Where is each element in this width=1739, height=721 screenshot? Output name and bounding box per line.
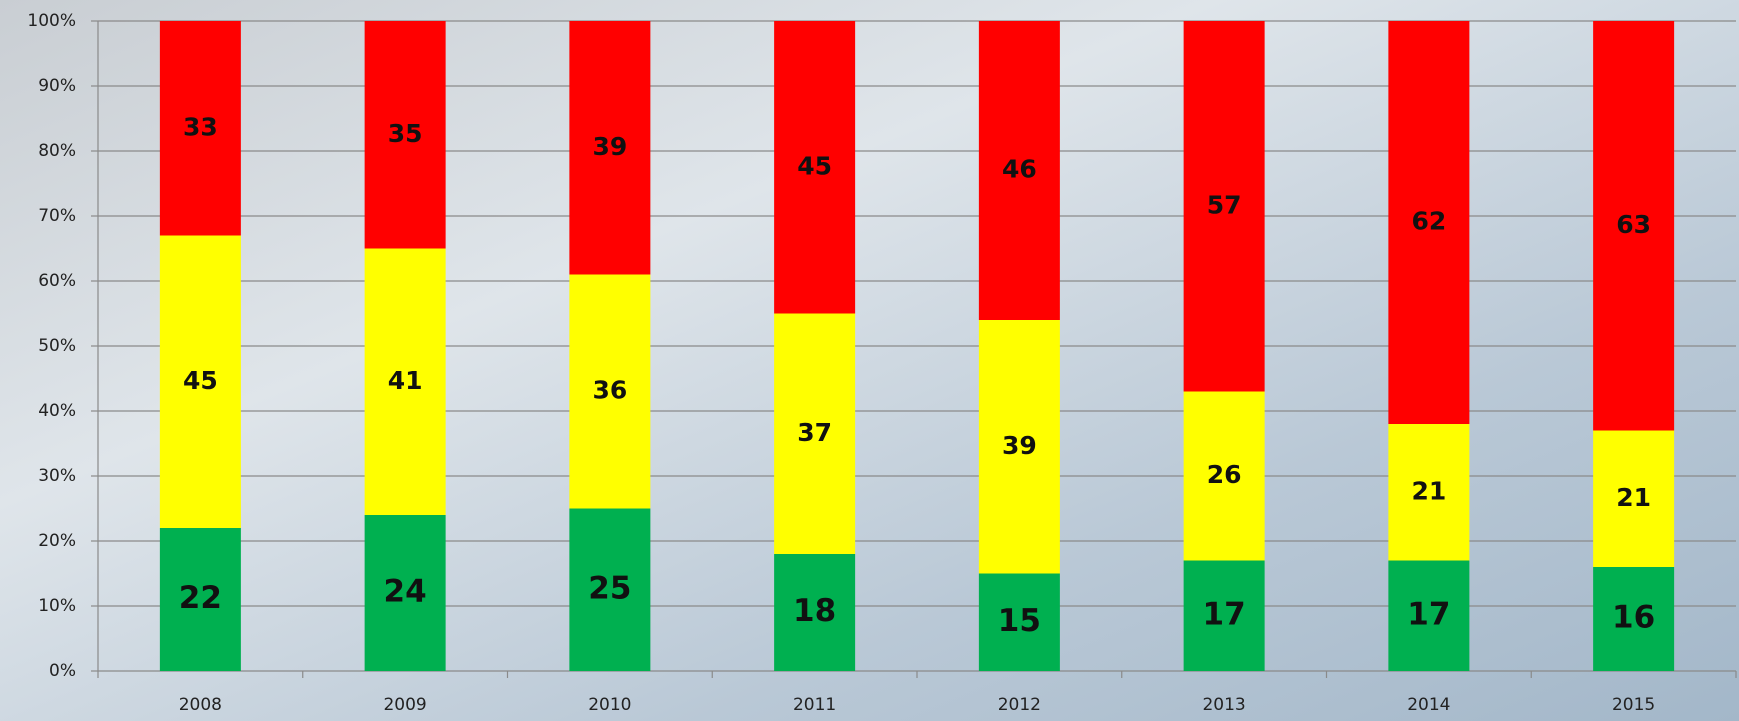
- data-label: 41: [388, 366, 423, 395]
- bar-segment: [978, 21, 1060, 320]
- data-label: 17: [1407, 596, 1450, 632]
- data-label: 33: [183, 112, 218, 141]
- bar-segment: [159, 21, 241, 236]
- bar-segment: [774, 313, 856, 554]
- x-tick-label: 2012: [998, 695, 1041, 715]
- y-tick-label: 50%: [38, 336, 76, 356]
- bar-segment: [1593, 430, 1675, 567]
- bar-segment: [364, 21, 446, 249]
- bar-segment: [1183, 391, 1265, 561]
- y-tick-label: 40%: [38, 401, 76, 421]
- data-label: 21: [1411, 476, 1446, 505]
- data-label: 37: [797, 418, 832, 447]
- data-label: 36: [592, 376, 627, 405]
- x-tick-label: 2009: [383, 695, 426, 715]
- data-label: 24: [384, 574, 427, 610]
- y-tick-label: 30%: [38, 466, 76, 486]
- y-tick-label: 90%: [38, 76, 76, 96]
- bar-segment: [978, 573, 1060, 671]
- data-label: 17: [1203, 596, 1246, 632]
- x-tick-label: 2014: [1407, 695, 1450, 715]
- data-label: 45: [797, 151, 832, 180]
- data-label: 18: [793, 593, 836, 629]
- x-tick-label: 2008: [179, 695, 222, 715]
- data-label: 45: [183, 366, 218, 395]
- x-tick-label: 2011: [793, 695, 836, 715]
- y-tick-label: 60%: [38, 271, 76, 291]
- data-label: 39: [1002, 431, 1037, 460]
- data-label: 26: [1207, 460, 1242, 489]
- bar-segment: [774, 21, 856, 314]
- bar-segment: [159, 235, 241, 528]
- data-label: 63: [1616, 210, 1651, 239]
- y-tick-label: 100%: [27, 11, 76, 31]
- bar-segment: [1593, 21, 1675, 431]
- data-label: 22: [179, 580, 222, 616]
- bar-segment: [569, 274, 651, 509]
- bar-segment: [569, 508, 651, 671]
- data-label: 62: [1411, 207, 1446, 236]
- bar-segment: [364, 515, 446, 671]
- y-tick-label: 20%: [38, 531, 76, 551]
- bar-segment: [569, 21, 651, 275]
- bar-segment: [364, 248, 446, 515]
- bar-segment: [774, 554, 856, 671]
- data-label: 57: [1207, 190, 1242, 219]
- x-tick-label: 2013: [1202, 695, 1245, 715]
- data-label: 46: [1002, 155, 1037, 184]
- y-tick-label: 0%: [49, 661, 76, 681]
- bar-segment: [1388, 21, 1470, 424]
- data-label: 21: [1616, 483, 1651, 512]
- bar-segment: [1183, 560, 1265, 671]
- x-tick-label: 2015: [1612, 695, 1655, 715]
- data-label: 35: [388, 119, 423, 148]
- bar-segment: [978, 320, 1060, 574]
- x-tick-label: 2010: [588, 695, 631, 715]
- bar-segment: [1183, 21, 1265, 392]
- data-label: 25: [588, 570, 631, 606]
- y-tick-label: 10%: [38, 596, 76, 616]
- data-label: 15: [998, 603, 1041, 639]
- bar-segment: [1593, 567, 1675, 671]
- data-label: 16: [1612, 600, 1655, 636]
- y-tick-label: 70%: [38, 206, 76, 226]
- bar-segment: [159, 528, 241, 671]
- y-tick-label: 80%: [38, 141, 76, 161]
- data-label: 39: [592, 132, 627, 161]
- bar-segment: [1388, 560, 1470, 671]
- bar-segment: [1388, 424, 1470, 561]
